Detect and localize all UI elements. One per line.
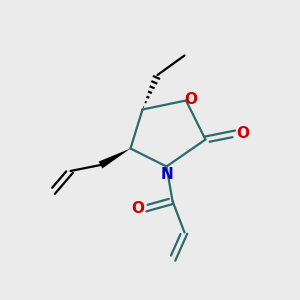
Text: O: O bbox=[184, 92, 197, 106]
Text: N: N bbox=[160, 167, 173, 182]
Text: O: O bbox=[131, 201, 145, 216]
Polygon shape bbox=[99, 148, 130, 168]
Text: O: O bbox=[236, 126, 250, 141]
